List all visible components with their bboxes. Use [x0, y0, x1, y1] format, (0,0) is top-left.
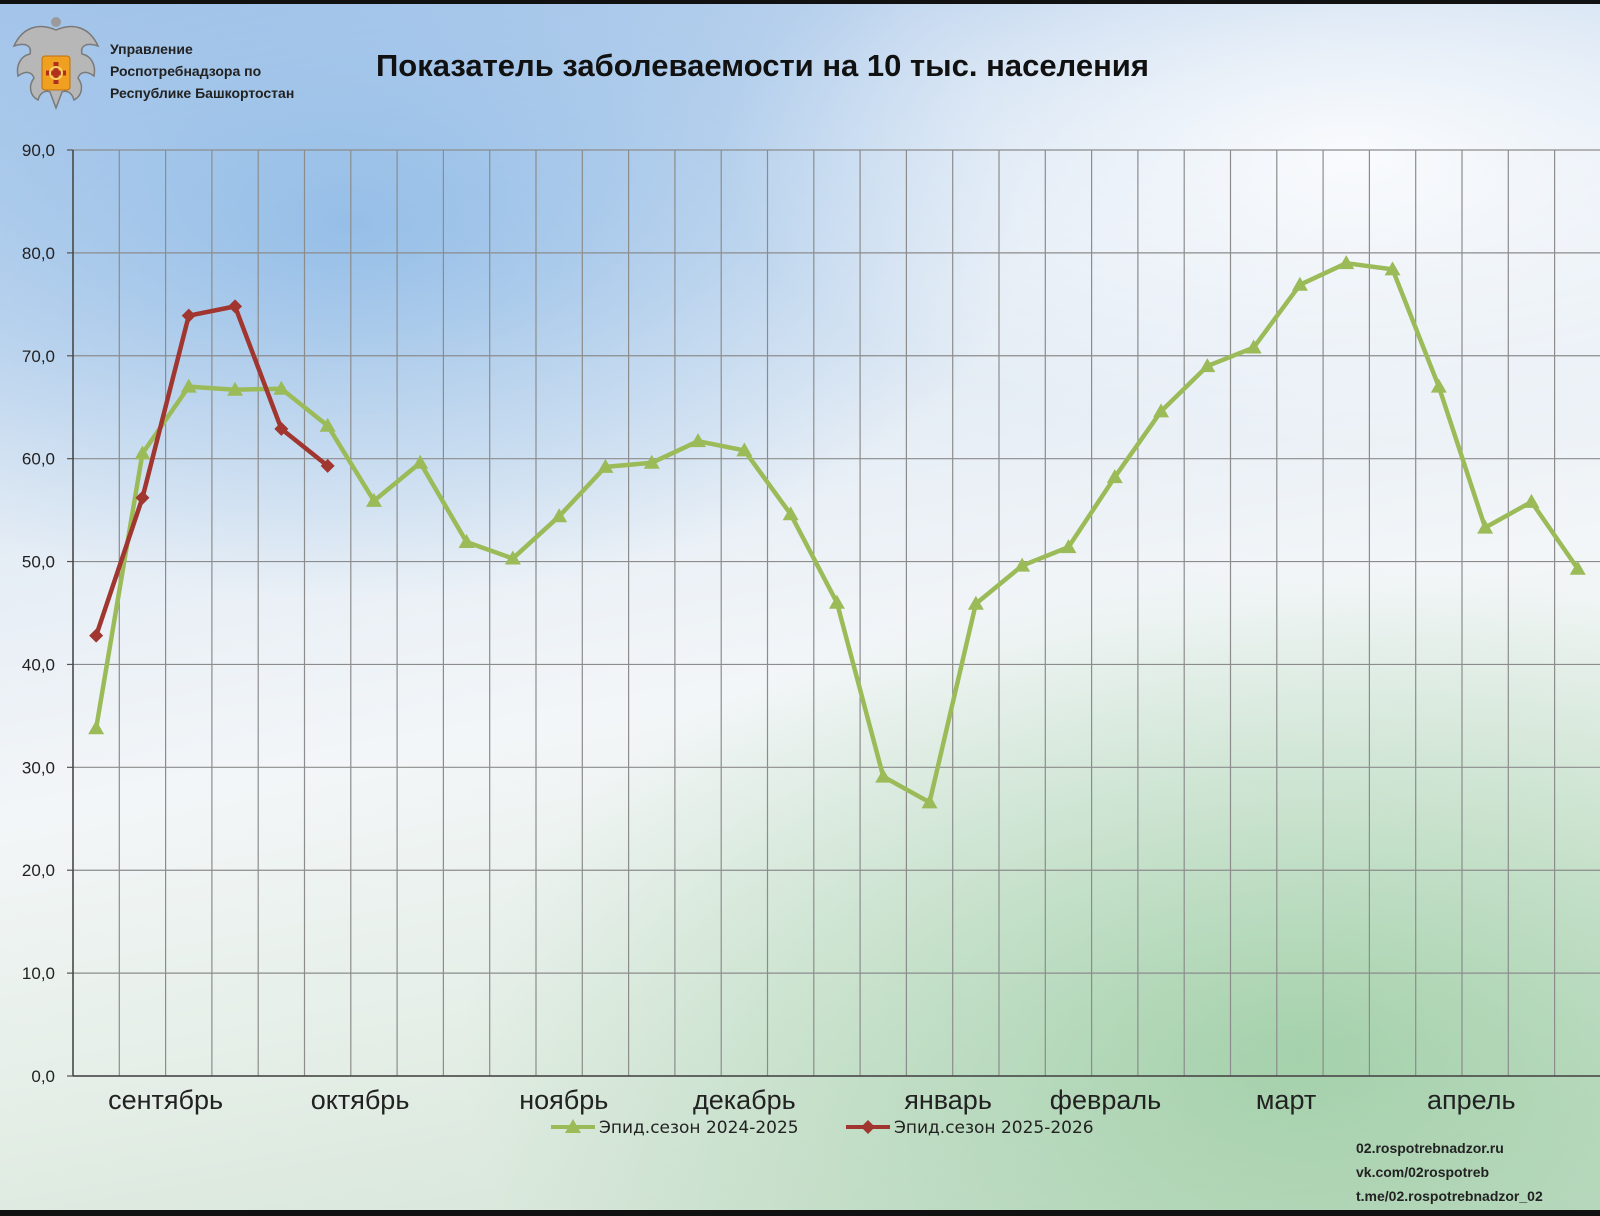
- data-point-triangle: [1569, 560, 1586, 575]
- data-point-triangle: [1523, 493, 1540, 508]
- data-point-triangle: [1199, 358, 1216, 373]
- y-tick-label: 80,0: [22, 244, 55, 263]
- y-tick-label: 90,0: [22, 141, 55, 160]
- data-point-diamond: [135, 490, 150, 505]
- series-2024-2025: [88, 255, 1586, 809]
- data-point-triangle: [227, 381, 244, 396]
- data-point-triangle: [1338, 255, 1355, 270]
- y-tick-label: 20,0: [22, 861, 55, 880]
- month-label: ноябрь: [519, 1085, 608, 1115]
- y-tick-label: 0,0: [31, 1067, 55, 1086]
- data-point-triangle: [1291, 276, 1308, 291]
- data-point-triangle: [412, 454, 429, 469]
- data-point-triangle: [1477, 519, 1494, 534]
- data-point-triangle: [921, 794, 938, 809]
- month-label: декабрь: [693, 1085, 796, 1115]
- data-point-triangle: [736, 442, 753, 457]
- series-2025-2026: [89, 299, 335, 643]
- month-label: март: [1256, 1085, 1316, 1115]
- legend-item: Эпид.сезон 2025-2026: [846, 1118, 1094, 1138]
- organization-name: Управление Роспотребнадзора по Республик…: [110, 38, 294, 104]
- data-point-triangle: [643, 454, 660, 469]
- y-tick-label: 30,0: [22, 758, 55, 777]
- org-line-1: Управление: [110, 41, 193, 57]
- org-line-3: Республике Башкортостан: [110, 85, 295, 101]
- month-label: апрель: [1427, 1085, 1516, 1115]
- legend-marker: [861, 1120, 875, 1134]
- data-point-triangle: [551, 508, 568, 523]
- y-tick-label: 50,0: [22, 553, 55, 572]
- data-point-triangle: [828, 594, 845, 609]
- chart-title: Показатель заболеваемости на 10 тыс. нас…: [376, 48, 1149, 83]
- month-label: январь: [904, 1085, 992, 1115]
- data-point-diamond: [228, 299, 243, 314]
- telegram-link[interactable]: t.me/02.rospotrebnadzor_02: [1356, 1188, 1543, 1204]
- data-point-diamond: [181, 308, 196, 323]
- website-link[interactable]: 02.rospotrebnadzor.ru: [1356, 1140, 1504, 1156]
- vk-link[interactable]: vk.com/02rospotreb: [1356, 1164, 1490, 1180]
- data-point-triangle: [690, 433, 707, 448]
- data-point-triangle: [1106, 469, 1123, 484]
- y-tick-label: 40,0: [22, 655, 55, 674]
- data-point-triangle: [180, 378, 197, 393]
- data-point-triangle: [875, 768, 892, 783]
- month-label: сентябрь: [108, 1085, 223, 1115]
- data-point-triangle: [134, 445, 151, 460]
- data-point-triangle: [967, 595, 984, 610]
- data-point-diamond: [274, 421, 289, 436]
- data-point-triangle: [319, 417, 336, 432]
- footer-links: 02.rospotrebnadzor.ru vk.com/02rospotreb…: [1356, 1136, 1543, 1208]
- data-point-triangle: [504, 550, 521, 565]
- data-point-diamond: [89, 628, 104, 643]
- y-tick-label: 70,0: [22, 347, 55, 366]
- data-point-triangle: [782, 506, 799, 521]
- data-point-diamond: [320, 458, 335, 473]
- legend-item: Эпид.сезон 2024-2025: [551, 1118, 799, 1138]
- data-point-triangle: [1060, 539, 1077, 554]
- data-point-triangle: [1153, 403, 1170, 418]
- emblem-logo: [12, 17, 100, 111]
- data-point-triangle: [1245, 339, 1262, 354]
- legend-label: Эпид.сезон 2025-2026: [894, 1118, 1094, 1138]
- data-point-triangle: [458, 534, 475, 549]
- month-label: февраль: [1050, 1085, 1161, 1115]
- y-tick-label: 60,0: [22, 450, 55, 469]
- data-point-triangle: [88, 720, 105, 735]
- data-point-triangle: [1014, 557, 1031, 572]
- legend-marker: [565, 1119, 581, 1133]
- data-point-triangle: [1384, 261, 1401, 276]
- data-point-triangle: [273, 380, 290, 395]
- series-line: [94, 304, 330, 637]
- legend-label: Эпид.сезон 2024-2025: [599, 1118, 799, 1138]
- org-line-2: Роспотребнадзора по: [110, 63, 262, 79]
- month-label: октябрь: [311, 1085, 410, 1115]
- series-line: [93, 260, 1580, 805]
- data-point-triangle: [597, 458, 614, 473]
- y-tick-label: 10,0: [22, 964, 55, 983]
- data-point-triangle: [365, 492, 382, 507]
- data-point-triangle: [1430, 378, 1447, 393]
